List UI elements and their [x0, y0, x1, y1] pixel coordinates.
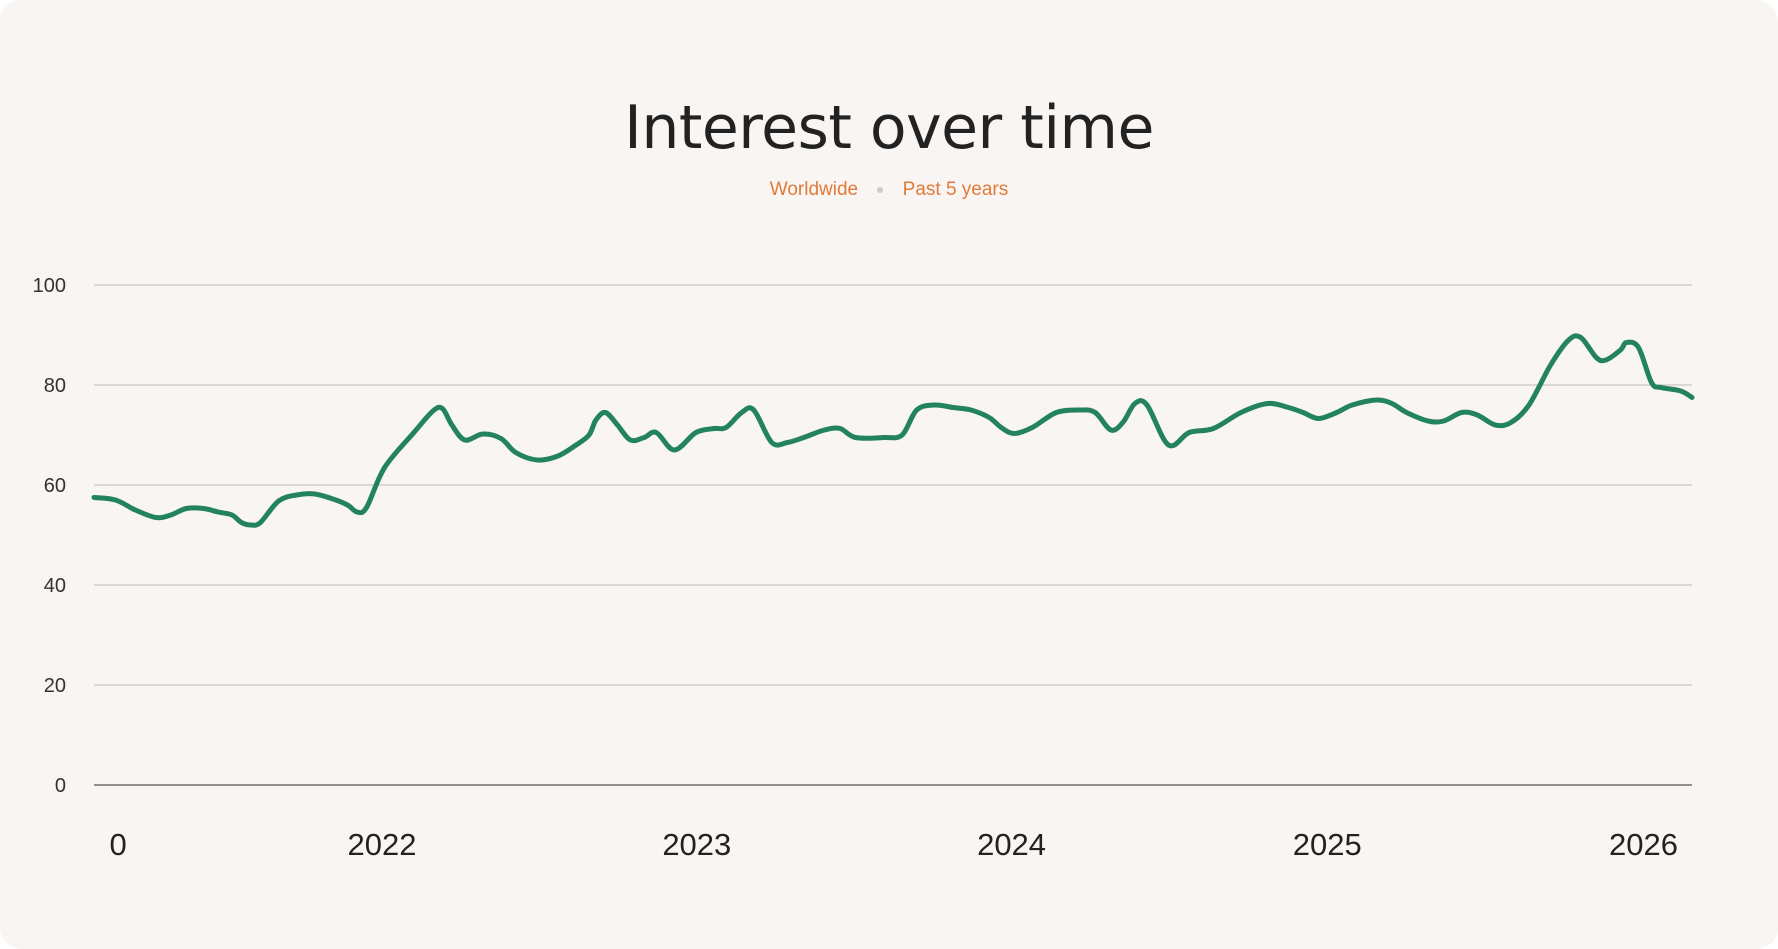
series-line[interactable] — [91, 333, 1695, 528]
y-tick-label: 0 — [55, 775, 66, 797]
y-tick-label: 20 — [44, 675, 66, 697]
region-tag[interactable]: Worldwide — [769, 179, 859, 200]
x-tick-label: 2023 — [662, 827, 731, 862]
x-axis-ticks: 0 2022 2023 2024 2025 2026 — [110, 827, 1678, 862]
chart-title: Interest over time — [624, 93, 1154, 163]
x-tick-label: 2026 — [1609, 827, 1678, 862]
x-tick-label: 2022 — [348, 827, 417, 862]
separator-dot-icon — [877, 187, 884, 193]
y-axis-ticks: 0 20 40 60 80 100 — [33, 275, 66, 797]
y-tick-label: 80 — [44, 375, 66, 397]
gridlines — [94, 284, 1692, 786]
chart-subtitle-tags: Worldwide Past 5 years — [0, 178, 1778, 202]
y-tick-label: 60 — [44, 475, 66, 497]
time-range-tag[interactable]: Past 5 years — [902, 179, 1009, 200]
x-tick-label: 0 — [110, 827, 127, 862]
series-layer — [91, 333, 1695, 528]
y-tick-label: 40 — [44, 575, 66, 597]
x-tick-label: 2025 — [1293, 827, 1362, 862]
y-tick-label: 100 — [33, 275, 66, 297]
x-tick-label: 2024 — [977, 827, 1046, 862]
